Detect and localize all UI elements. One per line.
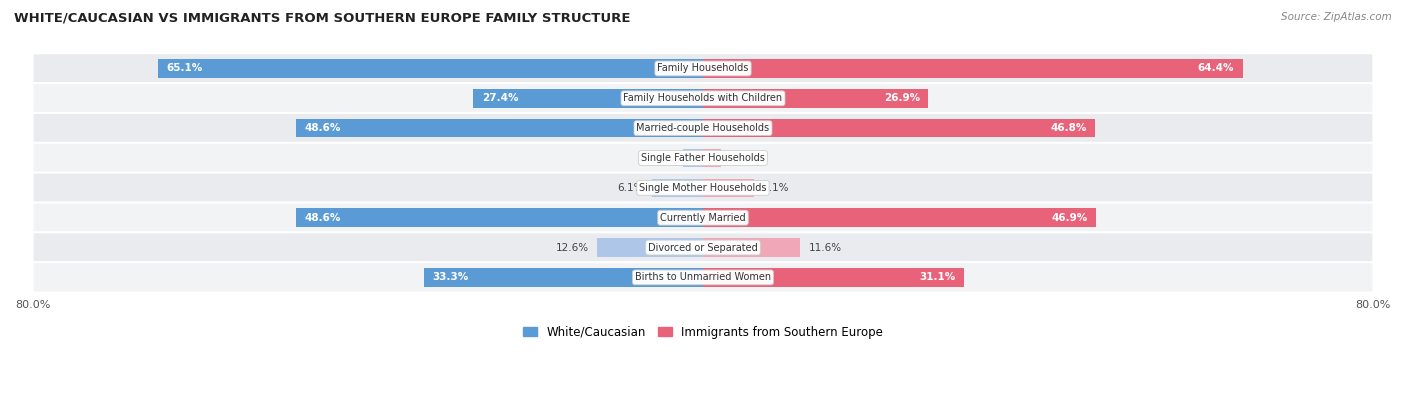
Bar	[703, 119, 1095, 137]
Bar	[703, 238, 800, 257]
Bar	[474, 89, 703, 107]
Bar	[295, 209, 703, 227]
FancyBboxPatch shape	[32, 232, 1374, 263]
Text: 46.8%: 46.8%	[1050, 123, 1087, 133]
Text: 12.6%: 12.6%	[555, 243, 589, 252]
Text: 6.1%: 6.1%	[762, 183, 789, 193]
Text: 31.1%: 31.1%	[920, 273, 955, 282]
Text: 2.4%: 2.4%	[648, 153, 675, 163]
Text: Family Households: Family Households	[658, 64, 748, 73]
Text: Family Households with Children: Family Households with Children	[623, 93, 783, 103]
FancyBboxPatch shape	[32, 203, 1374, 233]
Text: 48.6%: 48.6%	[304, 123, 340, 133]
Bar	[157, 59, 703, 78]
Bar	[683, 149, 703, 167]
FancyBboxPatch shape	[32, 173, 1374, 203]
Text: Divorced or Separated: Divorced or Separated	[648, 243, 758, 252]
Text: 26.9%: 26.9%	[884, 93, 920, 103]
Text: 6.1%: 6.1%	[617, 183, 644, 193]
Bar	[703, 59, 1243, 78]
Text: 48.6%: 48.6%	[304, 213, 340, 223]
Bar	[598, 238, 703, 257]
Text: 64.4%: 64.4%	[1198, 64, 1234, 73]
Text: 65.1%: 65.1%	[166, 64, 202, 73]
Text: Source: ZipAtlas.com: Source: ZipAtlas.com	[1281, 12, 1392, 22]
FancyBboxPatch shape	[32, 113, 1374, 143]
FancyBboxPatch shape	[32, 53, 1374, 84]
Bar	[703, 179, 754, 197]
Text: WHITE/CAUCASIAN VS IMMIGRANTS FROM SOUTHERN EUROPE FAMILY STRUCTURE: WHITE/CAUCASIAN VS IMMIGRANTS FROM SOUTH…	[14, 12, 630, 25]
FancyBboxPatch shape	[32, 262, 1374, 293]
FancyBboxPatch shape	[32, 83, 1374, 113]
Bar	[703, 149, 721, 167]
Bar	[295, 119, 703, 137]
Text: Currently Married: Currently Married	[661, 213, 745, 223]
Bar	[703, 268, 963, 287]
Text: 11.6%: 11.6%	[808, 243, 842, 252]
Text: Married-couple Households: Married-couple Households	[637, 123, 769, 133]
Bar	[703, 209, 1095, 227]
Legend: White/Caucasian, Immigrants from Southern Europe: White/Caucasian, Immigrants from Souther…	[519, 321, 887, 343]
Text: Births to Unmarried Women: Births to Unmarried Women	[636, 273, 770, 282]
Text: Single Father Households: Single Father Households	[641, 153, 765, 163]
Text: 46.9%: 46.9%	[1052, 213, 1088, 223]
Text: 27.4%: 27.4%	[482, 93, 519, 103]
Text: 33.3%: 33.3%	[433, 273, 468, 282]
Bar	[425, 268, 703, 287]
Text: Single Mother Households: Single Mother Households	[640, 183, 766, 193]
Text: 2.2%: 2.2%	[730, 153, 756, 163]
FancyBboxPatch shape	[32, 143, 1374, 173]
Bar	[652, 179, 703, 197]
Bar	[703, 89, 928, 107]
